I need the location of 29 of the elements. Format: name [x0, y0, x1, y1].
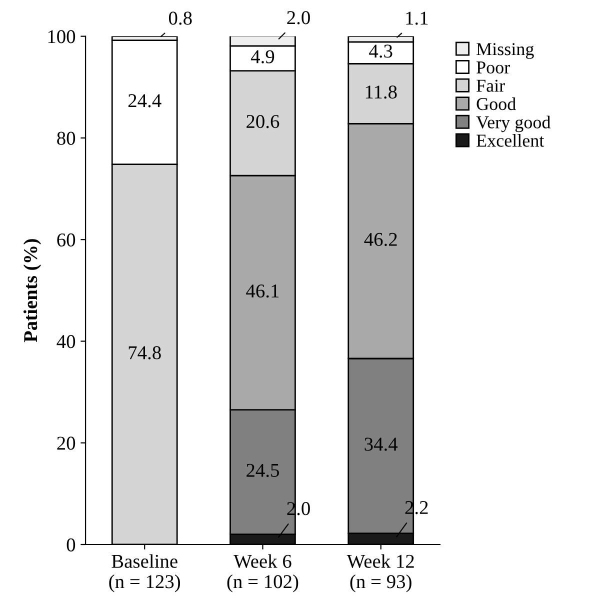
data-label: 46.2: [364, 232, 397, 246]
data-label: 2.0: [287, 11, 310, 24]
x-tick-label: Week 6 (n = 102): [227, 554, 298, 592]
data-label: 1.1: [406, 12, 428, 25]
data-label: 46.1: [246, 284, 279, 298]
legend-label: Missing: [476, 43, 534, 59]
y-tick-label: 0: [66, 538, 76, 552]
legend-label: Fair: [476, 80, 505, 92]
y-tick-label: 40: [56, 335, 76, 348]
y-axis-title: Patients (%): [23, 239, 42, 342]
data-label: 24.4: [128, 94, 162, 108]
legend-label: Poor: [476, 62, 510, 74]
data-label: 4.3: [369, 44, 392, 58]
y-tick-label: 60: [57, 233, 76, 247]
y-tick-label: 100: [48, 30, 76, 44]
y-tick-label: 80: [57, 132, 76, 145]
data-label: 20.6: [246, 114, 280, 128]
x-tick-label: Baseline (n = 123): [109, 554, 180, 592]
y-tick-label: 20: [57, 436, 76, 450]
x-tick-label: Week 12 (n = 93): [346, 554, 414, 592]
legend-label: Good: [476, 97, 516, 110]
data-label: 74.8: [128, 346, 161, 360]
data-label: 0.8: [168, 12, 192, 25]
data-label: 11.8: [366, 85, 397, 99]
data-label: 34.4: [364, 438, 398, 451]
legend-label: Excellent: [476, 134, 544, 147]
data-label: 24.5: [246, 464, 279, 478]
legend-label: Very good: [476, 116, 551, 132]
data-label: 4.9: [250, 50, 274, 64]
